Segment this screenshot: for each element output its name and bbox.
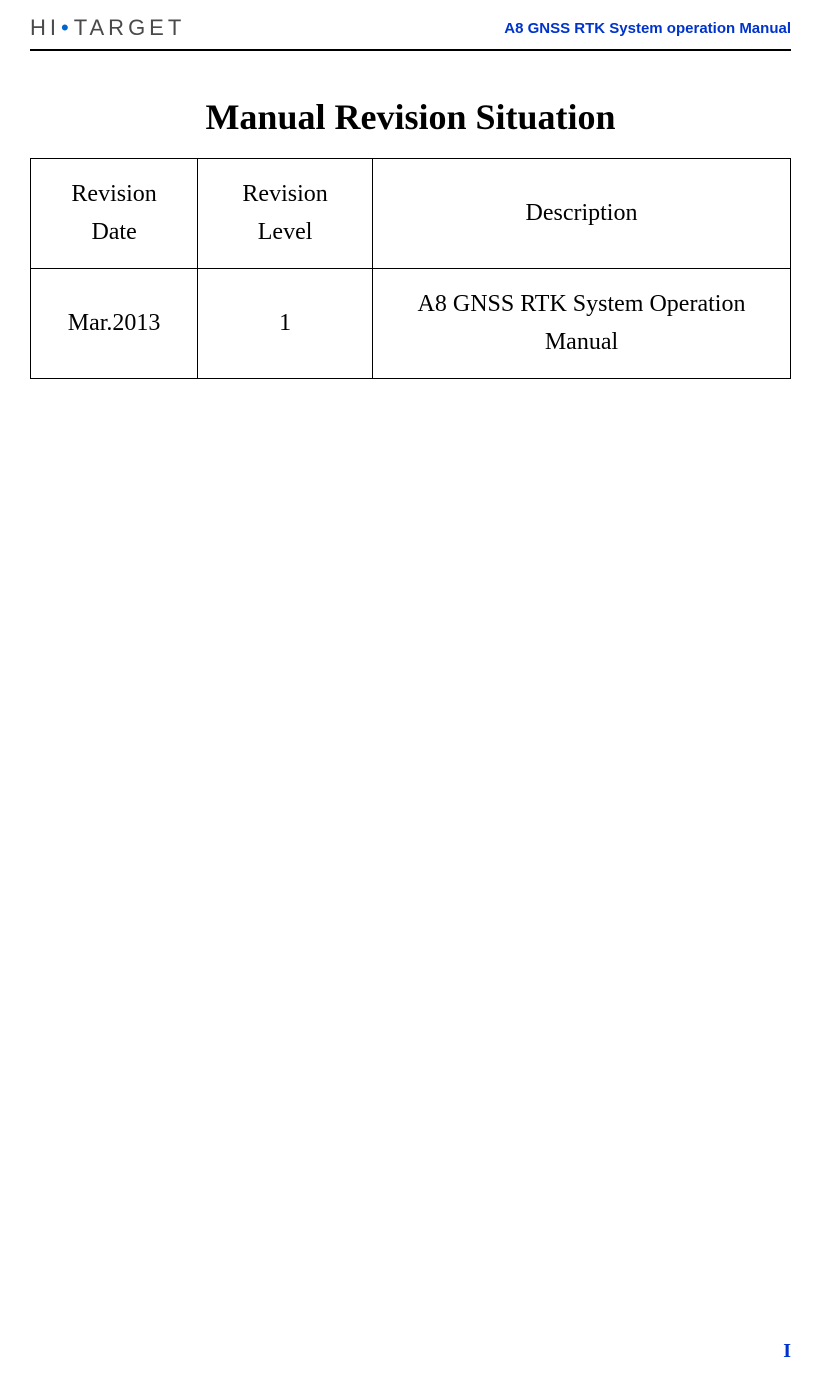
cell-level: 1 (198, 268, 373, 378)
cell-description: A8 GNSS RTK System Operation Manual (372, 268, 790, 378)
page-title: Manual Revision Situation (30, 96, 791, 138)
table-body: Mar.2013 1 A8 GNSS RTK System Operation … (31, 268, 791, 378)
page-number: I (783, 1340, 791, 1363)
logo: HI • TARGET (30, 15, 185, 41)
table-row: Mar.2013 1 A8 GNSS RTK System Operation … (31, 268, 791, 378)
page-header: HI • TARGET A8 GNSS RTK System operation… (30, 15, 791, 51)
cell-date: Mar.2013 (31, 268, 198, 378)
table-header-row: RevisionDate RevisionLevel Description (31, 159, 791, 269)
column-header-date: RevisionDate (31, 159, 198, 269)
revision-table: RevisionDate RevisionLevel Description M… (30, 158, 791, 379)
logo-text-target: TARGET (74, 15, 186, 41)
table-header: RevisionDate RevisionLevel Description (31, 159, 791, 269)
column-header-level: RevisionLevel (198, 159, 373, 269)
column-header-description: Description (372, 159, 790, 269)
header-title: A8 GNSS RTK System operation Manual (504, 20, 791, 37)
logo-dot-icon: • (61, 15, 73, 41)
logo-text-hi: HI (30, 15, 60, 41)
